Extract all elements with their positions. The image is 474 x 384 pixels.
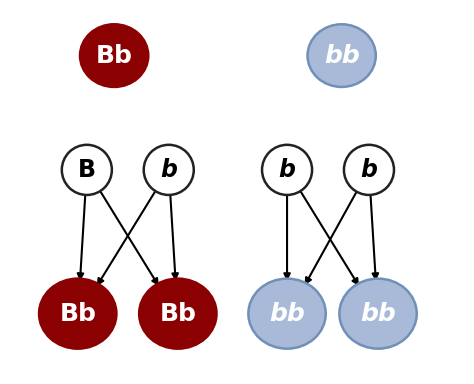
- Ellipse shape: [339, 279, 417, 349]
- Ellipse shape: [144, 145, 194, 195]
- Ellipse shape: [80, 24, 148, 87]
- Ellipse shape: [139, 279, 217, 349]
- Ellipse shape: [308, 24, 376, 87]
- Text: Bb: Bb: [59, 302, 96, 326]
- Text: b: b: [361, 158, 377, 182]
- Ellipse shape: [39, 279, 117, 349]
- Text: bb: bb: [324, 44, 360, 68]
- Text: bb: bb: [360, 302, 396, 326]
- Text: b: b: [279, 158, 295, 182]
- Ellipse shape: [248, 279, 326, 349]
- Text: bb: bb: [269, 302, 305, 326]
- Text: B: B: [78, 158, 96, 182]
- Ellipse shape: [62, 145, 112, 195]
- Ellipse shape: [344, 145, 394, 195]
- Text: b: b: [160, 158, 177, 182]
- Text: Bb: Bb: [159, 302, 196, 326]
- Ellipse shape: [262, 145, 312, 195]
- Text: Bb: Bb: [96, 44, 133, 68]
